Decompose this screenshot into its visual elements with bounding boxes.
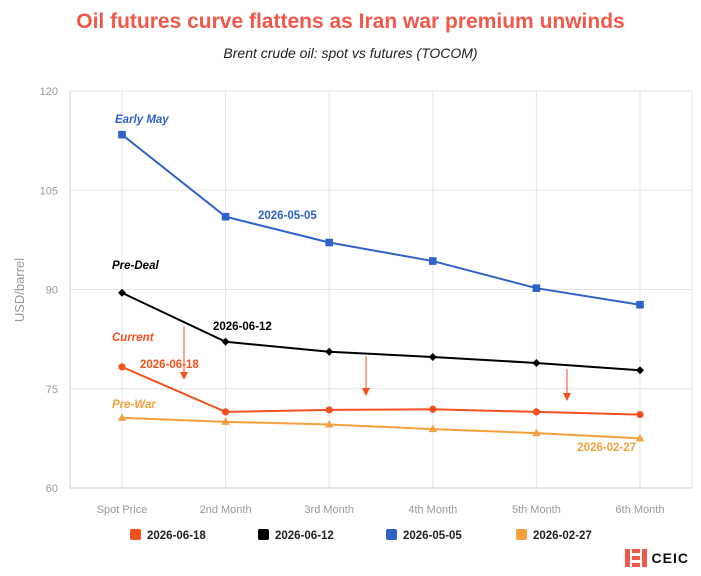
annotation-label: Early May (115, 114, 169, 126)
x-tick-label: 2nd Month (200, 504, 252, 516)
series-line (121, 416, 641, 440)
y-tick-label: 120 (40, 86, 58, 98)
legend-label: 2026-02-27 (533, 530, 592, 542)
data-point (222, 408, 230, 416)
y-tick-label: 105 (40, 185, 58, 197)
series-2026-02-27 (117, 413, 645, 442)
data-point (636, 366, 644, 375)
data-point (118, 288, 126, 297)
chart-title: Oil futures curve flattens as Iran war p… (76, 10, 625, 33)
grid-lines (69, 90, 693, 489)
y-tick-label: 75 (46, 384, 58, 396)
data-point (532, 358, 541, 367)
data-point (325, 347, 334, 356)
y-axis-label: USD/barrel (12, 258, 27, 322)
data-point (636, 410, 644, 419)
legend-swatch (516, 529, 527, 540)
annotation-label: 2026-06-18 (140, 359, 199, 371)
data-point (429, 257, 437, 265)
legend-label: 2026-06-12 (275, 530, 334, 542)
series-2026-05-05 (118, 130, 644, 309)
data-point (118, 130, 126, 139)
data-point (428, 424, 437, 433)
y-tick-label: 90 (46, 285, 58, 297)
series-lines (117, 130, 645, 442)
data-point (532, 408, 541, 416)
legend-swatch (258, 529, 269, 540)
annotation-label: Pre-Deal (112, 260, 159, 272)
x-tick-label: 3rd Month (304, 504, 354, 516)
legend-item: 2026-05-05 (386, 529, 462, 542)
x-axis-ticks: Spot Price 2nd Month 3rd Month 4th Month 5th… (97, 504, 665, 516)
y-tick-label: 60 (46, 483, 58, 495)
arrow-head (362, 388, 370, 396)
series-2026-06-12 (118, 288, 644, 375)
y-axis-ticks: 60 75 90 105 120 (40, 86, 58, 495)
x-tick-label: 6th Month (616, 504, 665, 516)
legend-item: 2026-02-27 (516, 529, 592, 542)
legend-item: 2026-06-18 (130, 529, 206, 542)
arrow-head (563, 393, 571, 401)
brand-logo: CEIC (624, 548, 689, 568)
series-2026-06-18 (118, 363, 644, 419)
data-point (636, 300, 644, 309)
ceic-logo-icon (624, 549, 647, 567)
data-point (221, 212, 230, 221)
data-point (532, 428, 541, 437)
series-line (121, 133, 641, 306)
data-point (325, 238, 333, 247)
annotations: Early May 2026-05-05 Pre-Deal 2026-06-12 Cur… (112, 114, 636, 454)
series-line (121, 365, 641, 416)
data-point (429, 405, 437, 413)
series-line (121, 291, 641, 372)
data-point (325, 419, 334, 428)
x-tick-label: Spot Price (97, 504, 148, 516)
legend-swatch (386, 529, 397, 540)
change-arrows (180, 326, 571, 401)
x-tick-label: 5th Month (512, 504, 561, 516)
legend-label: 2026-06-18 (147, 530, 206, 542)
data-point (635, 433, 645, 442)
annotation-label: 2026-06-12 (213, 321, 272, 333)
arrow-head (180, 372, 188, 380)
data-point (325, 406, 333, 414)
data-point (117, 413, 127, 421)
legend-item: 2026-06-12 (258, 529, 334, 542)
data-point (428, 352, 437, 361)
x-tick-label: 4th Month (408, 504, 457, 516)
annotation-label: Current (112, 332, 155, 344)
legend-swatch (130, 529, 141, 540)
annotation-label: 2026-05-05 (258, 210, 317, 222)
legend: 2026-06-18 2026-06-12 2026-05-05 2026-02-27 (130, 529, 592, 542)
legend-label: 2026-05-05 (403, 530, 462, 542)
chart-subtitle: Brent crude oil: spot vs futures (TOCOM) (223, 45, 478, 61)
data-point (221, 337, 230, 346)
data-point (221, 417, 230, 425)
data-point (532, 284, 541, 292)
annotation-label: 2026-02-27 (577, 442, 636, 454)
brand-name: CEIC (651, 550, 689, 566)
annotation-label: Pre-War (112, 399, 156, 411)
data-point (118, 363, 126, 371)
